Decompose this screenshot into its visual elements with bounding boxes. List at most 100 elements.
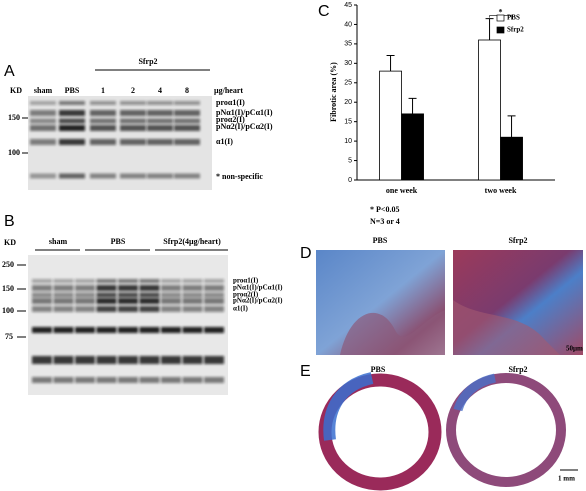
band (118, 285, 138, 291)
fibrosis (323, 372, 374, 441)
band (174, 139, 200, 145)
band (182, 377, 203, 383)
band (96, 279, 117, 283)
band (53, 306, 74, 312)
band (53, 298, 74, 304)
band (30, 125, 56, 131)
band (32, 285, 52, 291)
marker: 150 (2, 284, 14, 293)
legend-swatch (496, 14, 505, 22)
marker: 150 (8, 113, 20, 122)
band-label: α1(I) (233, 305, 248, 313)
band (96, 292, 117, 298)
band (75, 356, 95, 364)
panel-label: A (4, 63, 15, 80)
band (90, 125, 116, 131)
band (32, 327, 52, 333)
band (96, 377, 117, 383)
note: N=3 or 4 (370, 217, 400, 226)
band (204, 327, 224, 333)
band (139, 285, 160, 291)
band (182, 298, 203, 304)
band (204, 279, 224, 283)
panel-label: C (318, 3, 330, 20)
band (139, 327, 160, 333)
band (32, 298, 52, 304)
error-bar (408, 97, 417, 114)
band (139, 279, 160, 283)
error-bar (386, 55, 395, 72)
band (147, 101, 173, 105)
band (174, 118, 200, 124)
annotation: * (499, 7, 503, 16)
band-label: pNα1(I)/pCα1(I) (216, 108, 273, 117)
band (174, 173, 200, 179)
lane-label: 2 (131, 86, 135, 95)
tissue (340, 310, 445, 355)
y-axis-label: Fibrotic area (%) (329, 62, 338, 122)
band (30, 110, 56, 116)
band (30, 101, 56, 105)
band (161, 298, 181, 304)
lane-label: 1 (101, 86, 105, 95)
band (32, 306, 52, 312)
band (118, 327, 138, 333)
band (161, 377, 181, 383)
group-label: PBS (111, 237, 126, 246)
band (120, 118, 146, 124)
band-label: pNα2(I)/pCα2(I) (233, 297, 283, 305)
band (59, 139, 85, 145)
band (139, 298, 160, 304)
band (182, 279, 203, 283)
image-label: PBS (373, 236, 388, 245)
band-label: α1(I) (216, 137, 233, 146)
band (96, 285, 117, 291)
band (161, 327, 181, 333)
band (182, 292, 203, 298)
band (147, 125, 173, 131)
marker: 100 (2, 306, 14, 315)
band (53, 356, 74, 364)
kd-label: KD (10, 86, 22, 95)
band (161, 356, 181, 364)
note: * P<0.05 (370, 205, 399, 214)
band (118, 306, 138, 312)
error-bar (507, 115, 516, 138)
band (59, 118, 85, 124)
group-label: Sfrp2(4µg/heart) (163, 237, 221, 246)
fibrosis (453, 373, 497, 412)
band (90, 110, 116, 116)
band (32, 292, 52, 298)
note: * non-specific (216, 172, 263, 181)
panel-a: A KD sham PBS 1 2 4 8 Sfrp2 µg/heart 150… (4, 57, 273, 190)
band (59, 125, 85, 131)
band (204, 356, 224, 364)
y-tick-label: 15 (344, 119, 352, 126)
band (182, 306, 203, 312)
band (182, 285, 203, 291)
band-label: pNα1(I)/pCα1(I) (233, 284, 283, 292)
marker: 250 (2, 260, 14, 269)
band (53, 279, 74, 283)
heart-section (446, 373, 566, 487)
y-tick-label: 30 (344, 60, 352, 67)
band (75, 279, 95, 283)
band (161, 306, 181, 312)
panel-d: D PBS Sfrp2 50µm (300, 236, 583, 355)
band (139, 356, 160, 364)
band (120, 125, 146, 131)
band (53, 377, 74, 383)
band (161, 279, 181, 283)
panel-label: E (300, 363, 311, 380)
legend-swatch (496, 26, 505, 34)
legend-label: Sfrp2 (507, 26, 524, 34)
band (96, 356, 117, 364)
band (147, 139, 173, 145)
panel-b: B KD sham PBS Sfrp2(4µg/heart) 250 150 1… (2, 213, 283, 395)
x-tick-label: one week (386, 186, 418, 195)
band (90, 118, 116, 124)
scale-label: 50µm (566, 345, 583, 353)
error-bar (485, 18, 494, 40)
bar (379, 70, 402, 181)
